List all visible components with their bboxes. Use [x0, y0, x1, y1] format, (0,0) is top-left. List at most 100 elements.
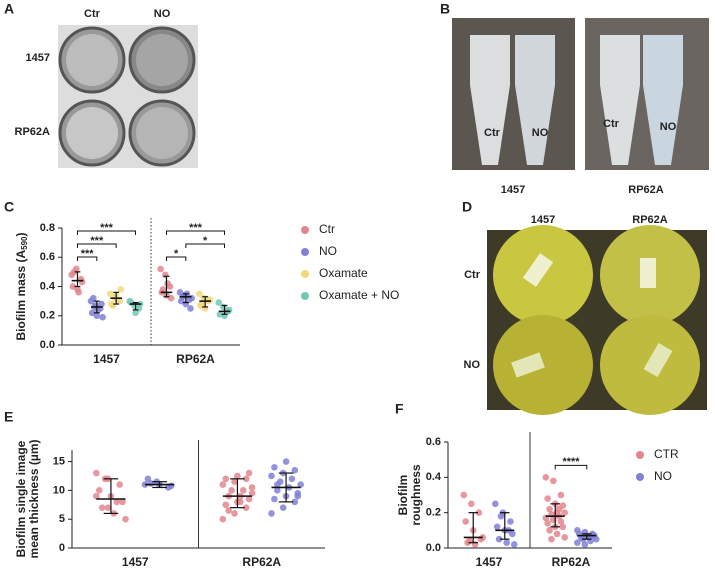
x-tick-label: 1457 — [122, 555, 149, 569]
data-point — [222, 501, 230, 509]
data-point — [107, 290, 114, 298]
data-point — [162, 271, 169, 279]
data-point — [122, 515, 129, 523]
legend-swatch — [301, 248, 309, 256]
strain-label: 1457 — [501, 184, 525, 196]
data-point — [507, 518, 514, 525]
data-point — [219, 515, 227, 523]
data-point — [206, 296, 214, 303]
data-point — [546, 527, 553, 534]
data-point — [460, 491, 468, 499]
data-point — [116, 481, 123, 488]
legend-swatch — [636, 451, 644, 459]
data-point — [544, 495, 551, 502]
data-point — [113, 498, 121, 506]
legend-label: NO — [319, 244, 337, 258]
data-point — [495, 535, 503, 543]
y-tick-label: 0.4 — [40, 280, 56, 292]
y-axis-label: mean thickness (µm) — [27, 440, 41, 559]
y-tick-label: 0.8 — [40, 222, 55, 234]
legend-swatch — [301, 292, 309, 300]
x-tick-label: RP62A — [552, 555, 591, 569]
legend-label: Oxamate — [319, 266, 368, 280]
column-label: Ctr — [84, 8, 101, 20]
data-point — [231, 510, 238, 517]
panel-letter: D — [462, 199, 472, 215]
data-point — [98, 300, 105, 308]
legend-swatch — [636, 473, 644, 481]
significance-bracket — [185, 243, 226, 248]
data-point — [215, 299, 223, 306]
y-axis-label: roughness — [409, 464, 423, 526]
data-point — [222, 475, 230, 483]
significance-label: * — [203, 235, 208, 247]
significance-label: *** — [81, 248, 95, 260]
significance-bracket — [76, 230, 137, 235]
data-point — [291, 466, 299, 474]
data-point — [157, 265, 164, 273]
significance-label: * — [174, 248, 179, 260]
data-point — [553, 530, 561, 538]
significance-bracket — [554, 464, 588, 470]
data-point — [282, 458, 290, 465]
data-point — [114, 296, 121, 303]
tube-label: NO — [532, 127, 549, 139]
significance-label: *** — [90, 235, 104, 247]
panel-letter: B — [440, 1, 450, 17]
data-point — [219, 481, 227, 488]
y-tick-label: 0.0 — [40, 339, 55, 351]
data-point — [93, 492, 100, 500]
data-point — [510, 541, 518, 548]
data-point — [75, 289, 82, 296]
x-tick-label: RP62A — [242, 555, 281, 569]
data-point — [548, 535, 555, 543]
data-point — [271, 495, 278, 503]
panel-letter: E — [4, 409, 13, 425]
data-point — [468, 500, 475, 508]
data-point — [187, 305, 194, 312]
data-point — [99, 313, 106, 321]
data-point — [104, 504, 112, 511]
data-point — [119, 498, 126, 506]
data-point — [493, 523, 501, 531]
data-point — [497, 512, 505, 520]
data-point — [109, 302, 116, 309]
column-label: NO — [154, 8, 171, 20]
data-point — [237, 498, 244, 506]
y-tick-label: 15 — [53, 455, 65, 467]
data-point — [268, 510, 275, 517]
data-point — [291, 498, 299, 506]
x-tick-label: RP62A — [176, 352, 215, 366]
data-point — [248, 484, 256, 491]
data-point — [167, 294, 175, 302]
data-point — [242, 504, 250, 511]
data-point — [503, 539, 510, 546]
significance-bracket — [76, 243, 117, 248]
tube-label: Ctr — [603, 118, 620, 130]
data-point — [228, 487, 235, 494]
data-point — [78, 278, 86, 286]
panel-letter: C — [4, 199, 14, 215]
data-point — [561, 534, 568, 541]
y-tick-label: 5 — [59, 513, 65, 525]
y-axis-label-part: 590 — [20, 236, 29, 250]
data-point — [274, 481, 281, 488]
legend-label: NO — [654, 469, 672, 483]
x-tick-label: 1457 — [93, 352, 120, 366]
data-point — [225, 306, 233, 314]
y-tick-label: 0 — [59, 542, 65, 554]
data-point — [231, 478, 238, 486]
data-point — [117, 286, 125, 293]
significance-bracket — [76, 256, 98, 261]
data-point — [98, 504, 106, 511]
data-point — [297, 481, 304, 488]
significance-label: *** — [189, 222, 203, 234]
data-point — [542, 474, 550, 481]
data-point — [132, 309, 139, 317]
data-point — [239, 487, 247, 494]
data-point — [245, 495, 253, 503]
panel-d-photo — [487, 225, 707, 415]
significance-bracket — [165, 256, 187, 261]
legend-label: CTR — [654, 447, 679, 461]
